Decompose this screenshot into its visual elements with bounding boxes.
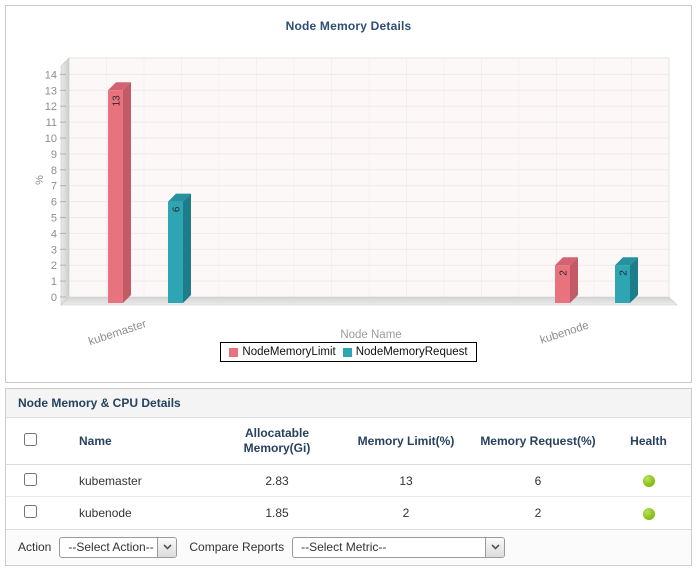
table-header-row: Name Allocatable Memory(Gi) Memory Limit…	[6, 418, 691, 465]
bar-NodeMemoryRequest-kubenode[interactable]: 2	[615, 257, 638, 303]
y-tick-label: 8	[51, 165, 57, 177]
select-all-checkbox[interactable]	[23, 432, 37, 446]
cell-memory-request: 6	[470, 464, 606, 497]
bar-value-label: 2	[619, 270, 630, 276]
y-tick-label: 14	[45, 69, 57, 81]
cell-memory-limit: 2	[342, 496, 470, 529]
y-tick-label: 10	[45, 133, 57, 145]
chart-3d-wall	[60, 57, 70, 306]
chart-3d-floor	[60, 296, 678, 306]
row-checkbox-kubenode[interactable]	[23, 504, 37, 518]
cell-allocatable-memory: 1.85	[212, 496, 342, 529]
legend-item-memory-request[interactable]: NodeMemoryRequest	[342, 346, 468, 358]
y-axis-title: %	[34, 175, 46, 185]
column-header-name: Name	[54, 418, 212, 465]
table-row-kubenode: kubenode 1.85 2 2	[6, 496, 691, 529]
legend-swatch-red	[229, 347, 239, 357]
compare-metric-select-value: --Select Metric--	[301, 539, 387, 554]
bar-value-label: 2	[559, 270, 570, 276]
action-label: Action	[18, 540, 52, 554]
compare-reports-label: Compare Reports	[189, 540, 285, 554]
bar-NodeMemoryLimit-kubemaster[interactable]: 13	[108, 82, 131, 303]
table-row-kubemaster: kubemaster 2.83 13 6	[6, 464, 691, 497]
cell-allocatable-memory: 2.83	[212, 464, 342, 497]
y-tick-label: 13	[45, 85, 57, 97]
column-header-memory-limit: Memory Limit(%)	[342, 418, 470, 465]
node-memory-chart-panel: 0 1 2 3 4 5 6 7 8 9 10 11 12 13 14% 13 6 kubemaster 2 2 kube…	[5, 5, 692, 383]
chevron-down-icon[interactable]	[485, 537, 505, 557]
y-tick-label: 2	[51, 260, 57, 272]
node-details-table: Name Allocatable Memory(Gi) Memory Limit…	[6, 418, 691, 529]
cell-memory-request: 2	[470, 496, 606, 529]
legend-item-memory-limit[interactable]: NodeMemoryLimit	[229, 346, 336, 358]
column-header-memory-request: Memory Request(%)	[470, 418, 606, 465]
action-select[interactable]: --Select Action--	[59, 536, 178, 558]
cell-memory-limit: 13	[342, 464, 470, 497]
y-tick-label: 1	[51, 276, 57, 288]
table-section-title: Node Memory & CPU Details	[6, 389, 691, 418]
y-tick-label: 11	[46, 117, 57, 129]
column-header-allocatable-memory: Allocatable Memory(Gi)	[212, 418, 342, 465]
node-details-panel: Node Memory & CPU Details Name Allocatab…	[5, 388, 692, 566]
y-tick-label: 3	[51, 244, 57, 256]
y-tick-label: 12	[45, 101, 57, 113]
y-tick-label: 0	[51, 292, 57, 304]
y-tick-label: 4	[51, 228, 57, 240]
y-tick-label: 9	[51, 149, 57, 161]
legend-swatch-teal	[342, 347, 352, 357]
action-select-value: --Select Action--	[68, 539, 154, 554]
legend-label-memory-limit: NodeMemoryLimit	[242, 346, 336, 358]
column-header-health: Health	[606, 418, 691, 465]
x-axis-title: Node Name	[340, 329, 401, 341]
legend-label-memory-request: NodeMemoryRequest	[355, 346, 468, 358]
node-memory-chart: 0 1 2 3 4 5 6 7 8 9 10 11 12 13 14% 13 6 kubemaster 2 2 kube…	[6, 6, 693, 351]
bar-value-label: 13	[112, 95, 123, 107]
y-tick-label: 6	[51, 197, 57, 209]
chart-legend: NodeMemoryLimit NodeMemoryRequest	[6, 342, 691, 362]
bar-value-label: 6	[172, 206, 183, 212]
chart-title: Node Memory Details	[285, 19, 412, 33]
table-footer: Action --Select Action-- Compare Reports…	[6, 528, 691, 565]
bar-NodeMemoryRequest-kubemaster[interactable]: 6	[168, 193, 191, 303]
cell-name: kubemaster	[54, 464, 212, 497]
health-status-icon[interactable]	[642, 507, 655, 520]
y-tick-label: 5	[51, 213, 57, 225]
row-checkbox-kubemaster[interactable]	[23, 472, 37, 486]
cell-name: kubenode	[54, 496, 212, 529]
legend-box: NodeMemoryLimit NodeMemoryRequest	[220, 342, 477, 362]
chevron-down-icon[interactable]	[157, 537, 177, 557]
health-status-icon[interactable]	[642, 475, 655, 488]
bar-NodeMemoryLimit-kubenode[interactable]: 2	[555, 257, 578, 303]
y-tick-label: 7	[51, 181, 57, 193]
compare-metric-select[interactable]: --Select Metric--	[292, 536, 506, 558]
